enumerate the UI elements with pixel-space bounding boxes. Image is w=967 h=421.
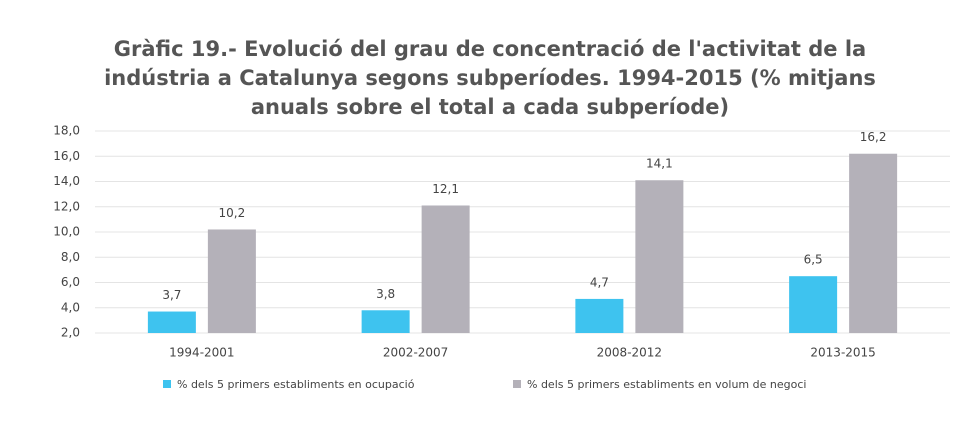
- data-label: 4,7: [590, 275, 609, 289]
- chart-title: anuals sobre el total a cada subperíode): [251, 95, 729, 119]
- x-tick-label: 2013-2015: [810, 346, 875, 360]
- legend-label: % dels 5 primers establiments en ocupaci…: [177, 378, 415, 391]
- data-label: 16,2: [860, 130, 887, 144]
- data-label: 10,2: [219, 206, 246, 220]
- bar: [575, 298, 624, 333]
- y-tick-label: 18,0: [53, 124, 80, 138]
- y-tick-label: 4,0: [61, 300, 80, 314]
- x-tick-label: 2002-2007: [383, 346, 448, 360]
- bar: [361, 310, 410, 333]
- data-label: 3,7: [162, 288, 181, 302]
- y-tick-label: 8,0: [61, 250, 80, 264]
- legend-label: % dels 5 primers establiments en volum d…: [527, 378, 806, 391]
- data-label: 3,8: [376, 287, 395, 301]
- y-tick-label: 12,0: [53, 199, 80, 213]
- y-tick-label: 14,0: [53, 174, 80, 188]
- y-tick-label: 16,0: [53, 149, 80, 163]
- data-label: 6,5: [804, 253, 823, 267]
- data-label: 12,1: [432, 182, 459, 196]
- bar: [207, 229, 256, 333]
- bar: [421, 205, 470, 333]
- y-tick-label: 10,0: [53, 225, 80, 239]
- legend-swatch: [163, 380, 171, 388]
- y-tick-label: 6,0: [61, 275, 80, 289]
- bar: [635, 180, 684, 333]
- y-tick-label: 2,0: [61, 326, 80, 340]
- chart-title: Gràfic 19.- Evolució del grau de concent…: [114, 37, 866, 61]
- legend-swatch: [513, 380, 521, 388]
- chart-title: indústria a Catalunya segons subperíodes…: [104, 66, 876, 90]
- bar: [849, 153, 898, 333]
- bar: [147, 311, 196, 333]
- data-label: 14,1: [646, 157, 673, 171]
- x-tick-label: 2008-2012: [597, 346, 662, 360]
- bar: [789, 276, 838, 333]
- x-tick-label: 1994-2001: [169, 346, 234, 360]
